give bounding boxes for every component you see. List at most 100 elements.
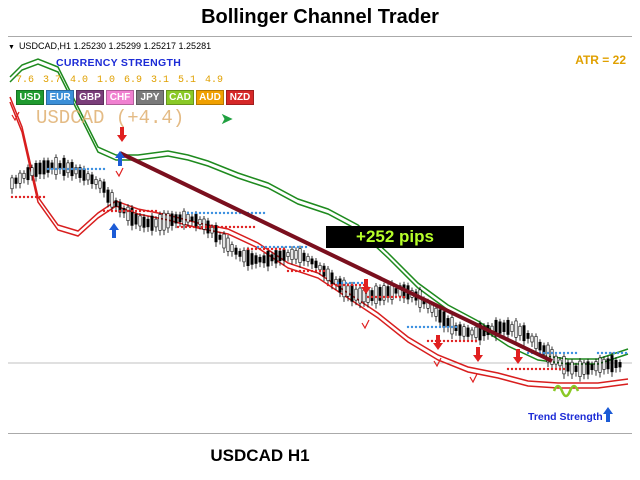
candle-body	[294, 250, 298, 260]
candle-body	[326, 268, 330, 281]
dropdown-triangle-icon[interactable]: ▼	[8, 44, 15, 51]
candle-body	[162, 212, 166, 231]
resistance-dot	[54, 167, 58, 171]
candle-body	[94, 179, 98, 185]
candle-body	[270, 254, 274, 262]
candle-body	[342, 279, 346, 298]
chart-title: Bollinger Channel Trader	[201, 6, 439, 28]
support-dot	[346, 283, 350, 287]
resistance-dot	[600, 351, 604, 355]
support-dot	[208, 225, 212, 229]
support-dot	[192, 225, 196, 229]
support-dot	[244, 225, 248, 229]
support-dot	[366, 295, 370, 299]
support-dot	[358, 283, 362, 287]
candle-body	[470, 329, 474, 336]
candle-body	[346, 285, 350, 297]
currency-badge-eur[interactable]: EUR	[46, 90, 74, 105]
resistance-dot	[624, 351, 628, 355]
candle-body	[266, 250, 270, 267]
resistance-dot	[574, 351, 578, 355]
support-dot	[386, 295, 390, 299]
support-dot	[542, 367, 546, 371]
support-dot	[14, 195, 18, 199]
support-dot	[442, 339, 446, 343]
candle-body	[466, 327, 470, 337]
currency-badge-gbp[interactable]: GBP	[76, 90, 104, 105]
support-dot	[126, 209, 130, 213]
currency-badge-nzd[interactable]: NZD	[226, 90, 254, 105]
support-dot	[474, 339, 478, 343]
candle-body	[590, 364, 594, 371]
candle-body	[474, 326, 478, 338]
support-dot	[130, 209, 134, 213]
candle-body	[138, 215, 142, 227]
candle-body	[150, 215, 154, 231]
support-dot	[262, 247, 266, 251]
candle-body	[374, 285, 378, 304]
candle-body	[550, 349, 554, 365]
support-dot	[562, 367, 566, 371]
resistance-dot	[454, 325, 458, 329]
price-chart[interactable]: ▼ USDCAD,H1 1.25230 1.25299 1.25217 1.252…	[8, 36, 632, 434]
support-dot	[184, 225, 188, 229]
resistance-dot	[260, 245, 264, 249]
candle-body	[146, 218, 150, 228]
candle-body	[82, 168, 86, 181]
support-dot	[430, 339, 434, 343]
trend-line	[119, 151, 553, 363]
candle-body	[26, 167, 30, 181]
support-dot	[518, 367, 522, 371]
currency-badge-jpy[interactable]: JPY	[136, 90, 164, 105]
resistance-dot	[340, 281, 344, 285]
signal-marker-icon	[469, 373, 478, 384]
resistance-dot	[450, 325, 454, 329]
candle-body	[226, 237, 230, 252]
support-dot	[334, 283, 338, 287]
candle-body	[34, 163, 38, 177]
currency-badge-chf[interactable]: CHF	[106, 90, 134, 105]
support-dot	[318, 269, 322, 273]
resistance-dot	[284, 245, 288, 249]
support-dot	[522, 367, 526, 371]
support-dot	[330, 283, 334, 287]
resistance-dot	[202, 211, 206, 215]
resistance-dot	[46, 167, 50, 171]
candle-body	[498, 321, 502, 334]
candle-body	[106, 189, 110, 203]
currency-badge-aud[interactable]: AUD	[196, 90, 224, 105]
resistance-dot	[566, 351, 570, 355]
currency-badge-usd[interactable]: USD	[16, 90, 44, 105]
candle-body	[370, 290, 374, 301]
resistance-dot	[554, 351, 558, 355]
support-dot	[240, 225, 244, 229]
resistance-dot	[58, 167, 62, 171]
support-dot	[224, 225, 228, 229]
support-dot	[34, 195, 38, 199]
support-dot	[180, 225, 184, 229]
resistance-dot	[418, 325, 422, 329]
sell-arrow-icon	[513, 349, 523, 364]
candle-body	[606, 358, 610, 370]
resistance-dot	[550, 351, 554, 355]
chart-canvas[interactable]	[8, 37, 632, 433]
currency-badge-cad[interactable]: CAD	[166, 90, 194, 105]
upper-band-inner	[9, 63, 629, 365]
lower-band-outer	[9, 96, 629, 384]
candle-body	[98, 180, 102, 189]
candle-body	[222, 233, 226, 249]
resistance-dot	[596, 351, 600, 355]
support-dot	[212, 225, 216, 229]
candle-body	[330, 272, 334, 285]
resistance-dot	[50, 167, 54, 171]
support-dot	[252, 225, 256, 229]
resistance-dot	[74, 167, 78, 171]
candle-body	[378, 287, 382, 301]
support-dot	[274, 247, 278, 251]
pair-strength-label: USDCAD (+4.4)	[36, 107, 185, 129]
support-dot	[342, 283, 346, 287]
candle-body	[74, 167, 78, 175]
support-dot	[138, 209, 142, 213]
resistance-dot	[254, 211, 258, 215]
signal-marker-icon	[11, 111, 20, 122]
